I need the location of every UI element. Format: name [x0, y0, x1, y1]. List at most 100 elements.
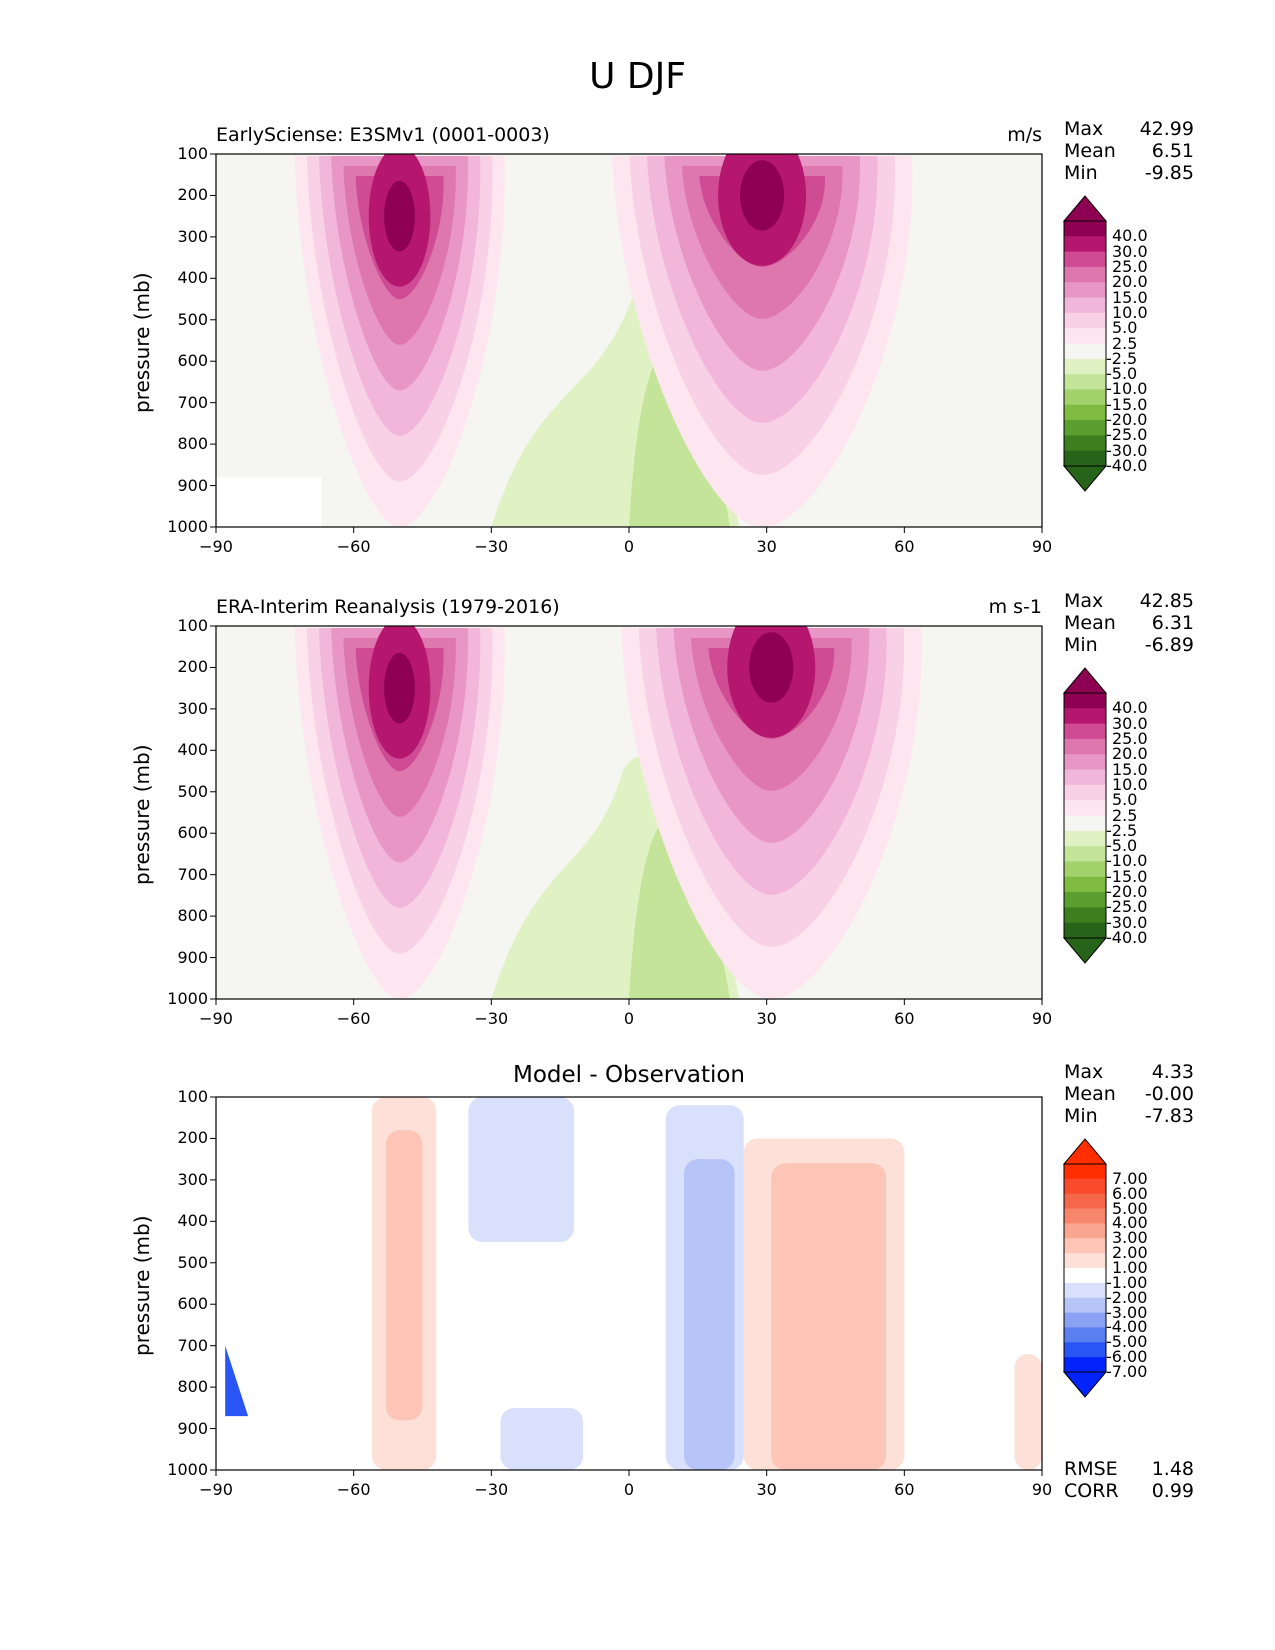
colorbar-label: -7.00 — [1106, 1362, 1148, 1381]
stat-row: Min -9.85 — [1064, 162, 1194, 184]
stat-value: -6.89 — [1144, 634, 1194, 656]
x-tick-label: 60 — [894, 1480, 915, 1499]
colorbar-extend-top — [1062, 667, 1108, 694]
colorbar-segment — [1064, 784, 1106, 801]
y-tick-label: 400 — [177, 1211, 208, 1231]
diff-region — [500, 1407, 584, 1470]
y-tick-label: 400 — [177, 740, 208, 760]
stat-value: -9.85 — [1144, 162, 1194, 184]
colorbar-label: -3.00 — [1106, 1302, 1148, 1322]
y-tick-label: 800 — [177, 1377, 208, 1397]
colorbar-segment — [1064, 723, 1106, 740]
colorbar-label: -30.0 — [1106, 912, 1148, 932]
colorbar-segment — [1064, 221, 1106, 237]
stat-value: 6.51 — [1151, 140, 1194, 162]
y-tick-label: 1000 — [167, 517, 208, 536]
colorbar-extend-bottom — [1062, 1371, 1108, 1398]
x-tick-label: −90 — [199, 1480, 233, 1499]
colorbar-frame — [1063, 220, 1107, 467]
colorbar-segment — [1064, 830, 1106, 847]
colorbar-label: 25.0 — [1112, 256, 1148, 276]
colorbar-label: -2.5 — [1106, 348, 1138, 368]
y-tick-label: 100 — [177, 1087, 208, 1106]
colorbar-segment — [1064, 1357, 1106, 1373]
x-tick-label: 0 — [623, 1480, 635, 1499]
y-axis-label: pressure (mb) — [130, 743, 154, 885]
stat-value: 4.33 — [1151, 1061, 1194, 1083]
metric-row: CORR 0.99 — [1064, 1480, 1194, 1502]
x-tick-label: 0 — [623, 537, 635, 556]
diff-region — [385, 1130, 423, 1421]
y-tick-label: 600 — [177, 823, 208, 843]
colorbar-label: -15.0 — [1106, 394, 1148, 414]
stat-value: 6.31 — [1151, 612, 1194, 634]
x-tick-label: −90 — [199, 1009, 233, 1028]
stat-row: Mean 6.31 — [1064, 612, 1194, 634]
x-tick-label: 60 — [894, 1009, 915, 1028]
y-tick-label: 900 — [177, 1418, 208, 1438]
colorbar-label: 5.0 — [1112, 318, 1138, 338]
panel-units: m s-1 — [988, 596, 1042, 618]
jet-core — [384, 652, 415, 724]
colorbar-label: 25.0 — [1112, 728, 1148, 748]
stat-value: -0.00 — [1144, 1083, 1194, 1105]
y-tick-label: 200 — [177, 1128, 208, 1148]
colorbar-segment — [1064, 1223, 1106, 1239]
stat-row: Max 42.99 — [1064, 118, 1194, 140]
colorbar-label: 40.0 — [1112, 698, 1148, 718]
colorbar-label: 2.5 — [1112, 805, 1138, 825]
stat-row: Max 4.33 — [1064, 1061, 1194, 1083]
x-tick-label: −30 — [474, 1480, 509, 1499]
stat-value: 42.85 — [1139, 590, 1194, 612]
colorbar-segment — [1064, 815, 1106, 832]
colorbar-label: -10.0 — [1106, 379, 1148, 399]
colorbar-label: -40.0 — [1106, 456, 1148, 475]
y-axis-label: pressure (mb) — [130, 1214, 154, 1356]
colorbar-label: -2.5 — [1106, 820, 1138, 840]
stat-name: Min — [1064, 634, 1098, 656]
metric-row: RMSE 1.48 — [1064, 1458, 1194, 1480]
colorbar-label: 3.00 — [1112, 1228, 1148, 1248]
stat-name: Mean — [1064, 1083, 1116, 1105]
colorbar-segment — [1064, 769, 1106, 786]
x-tick-label: −60 — [336, 537, 371, 556]
metric-name: RMSE — [1064, 1458, 1118, 1480]
field-background — [216, 1097, 1042, 1470]
x-tick-label: −30 — [474, 1009, 509, 1028]
panel-title: EarlySciense: E3SMv1 (0001-0003) — [216, 124, 550, 146]
colorbar-segment — [1064, 738, 1106, 755]
colorbar-segment — [1064, 1253, 1106, 1269]
stat-name: Max — [1064, 118, 1104, 140]
colorbar-segment — [1064, 708, 1106, 725]
colorbar-segment — [1064, 251, 1106, 268]
colorbar-label: 7.00 — [1112, 1168, 1148, 1188]
panel-metrics: RMSE 1.48 CORR 0.99 — [1064, 1458, 1194, 1502]
colorbar-label: 2.5 — [1112, 333, 1138, 353]
colorbar-segment — [1064, 358, 1106, 375]
x-tick-label: 90 — [1031, 1009, 1053, 1028]
colorbar-segment — [1064, 693, 1106, 709]
diff-region — [225, 1345, 249, 1417]
colorbar-frame — [1063, 692, 1107, 939]
colorbar-segment — [1064, 266, 1106, 283]
colorbar-label: 4.00 — [1112, 1213, 1148, 1233]
stat-row: Mean 6.51 — [1064, 140, 1194, 162]
y-tick-label: 600 — [177, 351, 208, 371]
easterly-core — [629, 818, 730, 999]
stat-value: -7.83 — [1144, 1105, 1194, 1127]
colorbar-label: 15.0 — [1112, 759, 1148, 779]
colorbar-segment — [1064, 435, 1106, 452]
y-tick-label: 800 — [177, 906, 208, 926]
colorbar-label: -4.00 — [1106, 1317, 1148, 1337]
y-tick-label: 900 — [177, 475, 208, 495]
x-tick-label: 0 — [623, 1009, 635, 1028]
colorbar-label: -5.0 — [1106, 364, 1138, 384]
y-tick-label: 1000 — [167, 1460, 208, 1479]
colorbar-label: 10.0 — [1112, 302, 1148, 322]
colorbar-label: 30.0 — [1112, 713, 1148, 733]
diff-region — [771, 1163, 886, 1470]
y-tick-label: 1000 — [167, 989, 208, 1008]
colorbar-label: -1.00 — [1106, 1272, 1148, 1292]
y-tick-label: 300 — [177, 698, 208, 718]
stat-value: 42.99 — [1139, 118, 1194, 140]
